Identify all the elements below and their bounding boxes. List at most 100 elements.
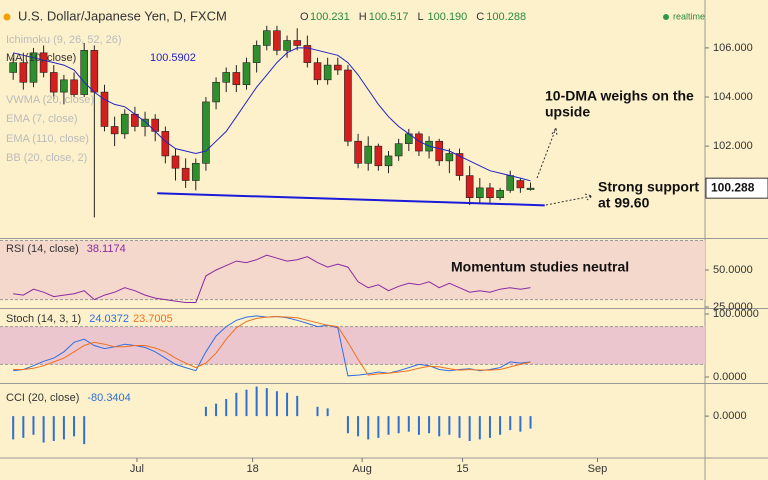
arrow [536, 126, 558, 179]
ohlc-value: 100.517 [369, 11, 409, 23]
chart-title: U.S. Dollar/Japanese Yen, D, FXCM [18, 8, 227, 23]
indicator-line [13, 315, 531, 376]
candle-body [29, 52, 38, 83]
band [0, 240, 705, 300]
candle-body [141, 118, 149, 127]
panel-value: 38.1174 [87, 243, 126, 255]
candle-body [333, 64, 342, 71]
annotation: Strong support [598, 179, 699, 195]
candle-body [262, 30, 271, 46]
price-tag [705, 177, 768, 199]
bar [286, 392, 289, 417]
y-tick-label: 100.0000 [713, 308, 759, 320]
candle-body [303, 45, 312, 63]
candle-body [171, 155, 180, 169]
candle-body [70, 79, 78, 95]
bar [245, 389, 248, 417]
candle-body [394, 143, 403, 157]
bar [458, 416, 461, 438]
bar [52, 416, 55, 441]
bar [12, 416, 15, 440]
candle-body [9, 62, 17, 73]
bar [235, 392, 238, 417]
bar [83, 416, 86, 445]
bar [407, 416, 410, 432]
bar [204, 406, 207, 417]
candle-body [465, 175, 474, 199]
y-tick-label: 50.0000 [713, 264, 753, 276]
candle-body [60, 79, 68, 93]
status: realtime [673, 11, 705, 21]
ohlc-label: H [359, 11, 367, 23]
panel-title: Stoch (14, 3, 1) [6, 313, 81, 325]
x-tick-label: Aug [352, 463, 372, 475]
bar [509, 416, 512, 431]
y-tick-label: 106.000 [713, 42, 753, 54]
x-tick-label: 18 [246, 463, 258, 475]
candle-body [476, 187, 484, 199]
symbol-dot [3, 13, 11, 21]
candle-body [435, 140, 444, 162]
bar [377, 416, 380, 438]
candle-body [100, 91, 109, 127]
candle-body [516, 180, 525, 189]
x-tick-label: Sep [588, 463, 608, 475]
bar [488, 416, 491, 438]
bar [42, 416, 45, 443]
candle-body [273, 30, 281, 51]
candle-body [90, 50, 99, 93]
candle-body [283, 40, 291, 51]
candle-body [384, 155, 393, 167]
faded-legend: VWMA (20, close) [6, 94, 94, 106]
faded-legend: BB (20, close, 2) [6, 152, 87, 164]
bar [448, 416, 451, 435]
bar [519, 416, 522, 432]
x-tick-label: 15 [456, 463, 468, 475]
annotation: 10-DMA weighs on the [545, 88, 694, 104]
candle-body [49, 72, 58, 93]
candle-body [242, 62, 251, 86]
panel-title: RSI (14, close) [6, 243, 79, 255]
candle-body [80, 50, 88, 95]
candle-body [344, 69, 352, 142]
candle-body [496, 190, 504, 199]
panel-value: 23.7005 [133, 313, 173, 325]
candle-body [486, 187, 494, 199]
candle-body [354, 140, 362, 164]
bar [478, 416, 481, 440]
bar [296, 395, 299, 417]
panel-value: -80.3404 [87, 392, 130, 404]
price-tag-label: 100.288 [711, 180, 755, 194]
candle-body [506, 175, 515, 191]
panel-title: CCI (20, close) [6, 392, 79, 404]
bar [275, 391, 278, 417]
candle-body [252, 45, 261, 63]
candle-body [120, 113, 129, 135]
ohlc-label: L [418, 11, 424, 23]
bar [468, 416, 471, 441]
bar [357, 416, 360, 437]
candle-body [313, 62, 322, 81]
bar [346, 416, 349, 434]
candle-body [212, 81, 220, 103]
candle-body [191, 163, 200, 181]
bar [438, 416, 441, 437]
bar [417, 416, 420, 435]
candle-body [374, 145, 383, 167]
bar [529, 416, 532, 429]
ohlc-label: C [476, 11, 484, 23]
ma-line [13, 47, 531, 182]
bar [265, 388, 268, 417]
bar [316, 406, 319, 417]
y-tick-label: 0.0000 [713, 410, 747, 422]
bar [32, 416, 35, 435]
candle-body [161, 131, 170, 157]
legend-label: MA (10, close) [6, 52, 76, 64]
candle-body [445, 153, 454, 162]
bar [62, 416, 65, 440]
candle-body [323, 64, 332, 81]
panel-value: 24.0372 [89, 313, 129, 325]
candle-body [39, 52, 48, 73]
legend-value: 100.5902 [150, 52, 196, 64]
